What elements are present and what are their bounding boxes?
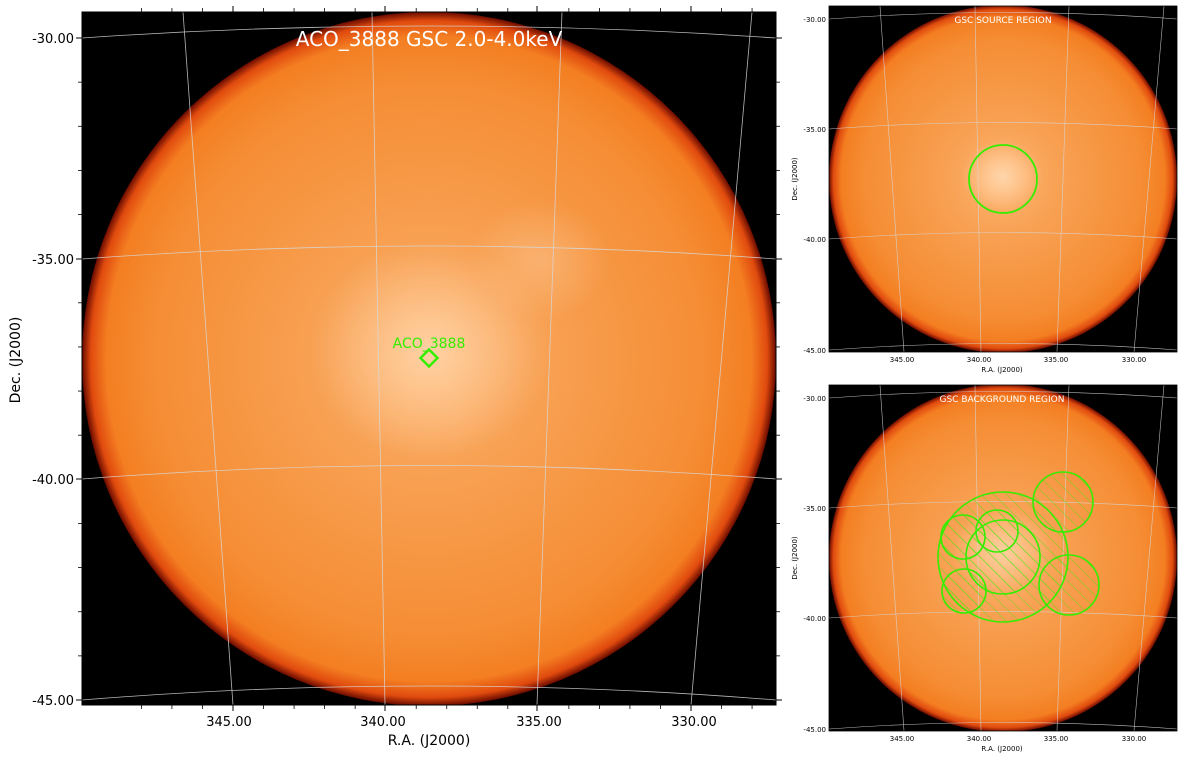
dec-tick-label: -45.00 (32, 694, 74, 709)
background-figure: GSC BACKGROUND REGION -30.00 -35.00 -40.… (791, 384, 1178, 753)
background-region-upper-right[interactable] (1032, 471, 1094, 533)
ra-tick-label: 340.00 (967, 735, 992, 743)
panel-title: GSC BACKGROUND REGION (940, 395, 1065, 405)
ra-tick-label: 340.00 (360, 715, 406, 730)
dec-tick-label: -35.00 (803, 505, 826, 513)
cluster-emission (962, 140, 1042, 212)
diffuse-emission (470, 200, 610, 320)
ra-tick-label: 345.00 (890, 356, 915, 364)
ra-tick-label: 335.00 (1044, 735, 1069, 743)
dec-tick-label: -40.00 (803, 236, 826, 244)
image-title: ACO_3888 GSC 2.0-4.0keV (296, 27, 563, 51)
background-region-left[interactable] (940, 514, 986, 560)
dec-tick-label: -30.00 (803, 16, 826, 24)
ra-tick-label: 335.00 (1044, 356, 1069, 364)
image-frame (828, 5, 1178, 353)
ra-tick-label: 345.00 (206, 715, 252, 730)
dec-tick-label: -40.00 (32, 473, 74, 488)
ra-tick-label: 330.00 (1122, 356, 1147, 364)
background-region-lower-right[interactable] (1038, 554, 1100, 616)
ra-tick-label: 330.00 (1122, 735, 1147, 743)
coordinate-grid (829, 6, 1177, 352)
y-axis-title: Dec. (J2000) (791, 157, 799, 201)
image-frame (828, 384, 1178, 732)
background-region-lower-left[interactable] (941, 568, 987, 614)
x-axis-title: R.A. (J2000) (981, 366, 1023, 374)
main-image-panel: -30.00 -35.00 -40.00 -45.00 345.00 340.0… (8, 6, 782, 749)
dec-tick-label: -45.00 (803, 347, 826, 355)
x-axis-title: R.A. (J2000) (981, 745, 1023, 753)
panel-title: GSC SOURCE REGION (954, 16, 1051, 26)
dec-tick-label: -35.00 (32, 253, 74, 268)
image-frame (81, 11, 777, 706)
ra-tick-label: 345.00 (890, 735, 915, 743)
dec-tick-label: -40.00 (803, 615, 826, 623)
cluster-marker-label: ACO_3888 (393, 336, 466, 352)
background-regions (937, 471, 1100, 623)
source-region-circle[interactable] (968, 144, 1038, 214)
y-axis-title: Dec. (J2000) (791, 536, 799, 580)
dec-tick-label: -30.00 (32, 32, 74, 47)
ra-tick-label: 330.00 (671, 715, 717, 730)
coordinate-grid (82, 12, 776, 705)
ra-tick-label: 340.00 (967, 356, 992, 364)
dec-tick-label: -30.00 (803, 395, 826, 403)
source-figure: GSC SOURCE REGION -30.00 -35.00 -40.00 -… (791, 5, 1178, 374)
major-ticks (76, 6, 782, 711)
main-figure: -30.00 -35.00 -40.00 -45.00 345.00 340.0… (8, 6, 782, 749)
cluster-marker-diamond[interactable] (418, 347, 440, 369)
y-axis-title: Dec. (J2000) (8, 317, 24, 404)
dec-tick-label: -45.00 (803, 726, 826, 734)
source-region-panel: GSC SOURCE REGION -30.00 -35.00 -40.00 -… (788, 0, 1182, 380)
background-region-panel: GSC BACKGROUND REGION -30.00 -35.00 -40.… (788, 378, 1182, 758)
x-axis-title: R.A. (J2000) (388, 733, 471, 749)
dec-tick-label: -35.00 (803, 126, 826, 134)
ra-tick-label: 335.00 (516, 715, 562, 730)
minor-ticks (78, 8, 780, 709)
